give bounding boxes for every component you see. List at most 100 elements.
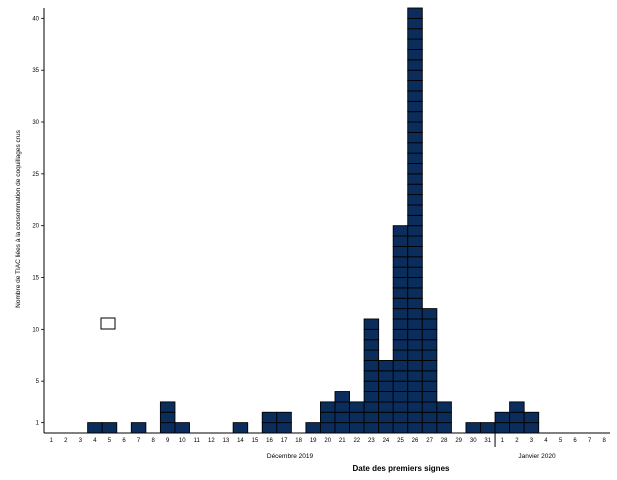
x-tick-label: 1: [50, 438, 54, 444]
bar-30: [465, 422, 481, 434]
x-tick-label: 31: [484, 438, 491, 444]
x-tick-label: 3: [79, 438, 83, 444]
x-tick-label: 11: [194, 438, 201, 444]
bar-25: [392, 225, 409, 434]
case-block: [421, 349, 438, 361]
y-axis-title: Nombre de TIAC liées à la consommation d…: [15, 129, 22, 307]
bar-19: [305, 422, 321, 434]
case-block: [407, 370, 423, 382]
case-block: [174, 422, 190, 434]
case-block: [407, 90, 423, 102]
case-block: [232, 422, 249, 434]
case-block: [436, 401, 452, 413]
y-tick-label: 40: [32, 16, 39, 22]
case-block: [261, 422, 278, 434]
case-block: [407, 235, 423, 247]
x-tick-label: 5: [108, 438, 112, 444]
case-block: [363, 359, 380, 372]
case-block: [392, 349, 409, 361]
case-block: [407, 142, 423, 154]
case-block: [363, 349, 380, 361]
x-tick-label: 19: [310, 438, 317, 444]
case-block: [392, 359, 409, 372]
case-block: [159, 401, 176, 413]
case-block: [392, 245, 409, 258]
case-block: [407, 277, 423, 289]
case-block: [392, 422, 409, 434]
case-block: [436, 411, 452, 424]
case-block: [407, 401, 423, 413]
case-block: [392, 339, 409, 351]
case-block: [407, 308, 423, 320]
case-block: [494, 411, 511, 424]
case-block: [101, 422, 118, 434]
x-tick-label: 2: [64, 438, 68, 444]
case-block: [465, 422, 481, 434]
x-tick-label: 7: [588, 438, 592, 444]
case-block: [392, 235, 409, 247]
case-block: [261, 411, 278, 424]
y-tick-label: 35: [32, 68, 39, 74]
case-block: [363, 328, 380, 341]
case-block: [363, 391, 380, 403]
case-block: [392, 308, 409, 320]
case-block: [392, 328, 409, 341]
case-block: [363, 401, 380, 413]
case-block: [407, 204, 423, 216]
x-tick-label: 9: [166, 438, 170, 444]
case-block: [421, 318, 438, 330]
bar-26: [407, 7, 423, 434]
case-block: [421, 422, 438, 434]
bar-27: [421, 308, 438, 434]
case-block: [392, 287, 409, 299]
case-block: [363, 370, 380, 382]
case-block: [378, 422, 394, 434]
y-tick-label: 30: [32, 120, 39, 126]
case-block: [407, 17, 423, 30]
bar-9: [159, 401, 176, 434]
case-block: [407, 225, 423, 237]
bar-24: [378, 359, 394, 434]
bar-16: [261, 411, 278, 434]
case-block: [421, 401, 438, 413]
case-block: [480, 422, 496, 434]
case-block: [334, 411, 351, 424]
case-block: [407, 245, 423, 258]
x-tick-label: 2: [515, 438, 519, 444]
case-block: [407, 59, 423, 71]
case-block: [523, 422, 540, 434]
case-block: [334, 401, 351, 413]
case-block: [378, 411, 394, 424]
x-tick-label: 1: [501, 438, 505, 444]
case-block: [392, 256, 409, 268]
axes-group: [43, 8, 610, 447]
x-tick-label: 26: [412, 438, 419, 444]
case-block: [363, 411, 380, 424]
case-block: [378, 391, 394, 403]
case-block: [392, 391, 409, 403]
x-tick-label: 27: [426, 438, 433, 444]
y-tick-label: 15: [32, 276, 39, 282]
x-tick-label: 28: [441, 438, 448, 444]
case-block: [421, 380, 438, 392]
x-tick-label: 20: [324, 438, 331, 444]
case-block: [392, 225, 409, 237]
case-block: [421, 308, 438, 320]
bar-7: [130, 422, 147, 434]
bar-33: [509, 401, 525, 434]
case-block: [349, 401, 365, 413]
case-block: [407, 349, 423, 361]
x-tick-label: 8: [151, 438, 155, 444]
x-tick-label: 30: [470, 438, 477, 444]
case-block: [509, 422, 525, 434]
case-block: [305, 422, 321, 434]
case-block: [407, 163, 423, 175]
x-tick-label: 24: [383, 438, 390, 444]
bar-32: [494, 411, 511, 434]
case-block: [407, 256, 423, 268]
x-tick-label: 21: [339, 438, 346, 444]
case-block: [407, 391, 423, 403]
case-block: [407, 49, 423, 61]
case-block: [421, 370, 438, 382]
